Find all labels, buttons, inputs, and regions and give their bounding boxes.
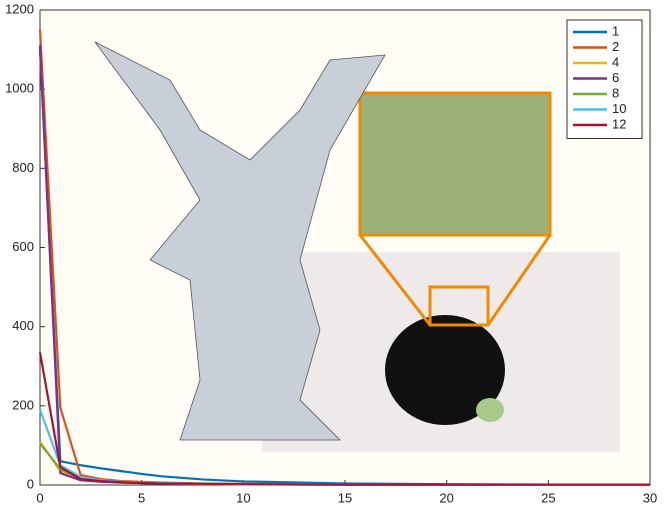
legend-label: 2 (612, 39, 619, 54)
x-tick-label: 0 (36, 490, 43, 505)
y-tick-label: 1200 (5, 1, 34, 16)
legend-label: 10 (612, 101, 626, 116)
legend-label: 4 (612, 54, 619, 69)
mesh-highlight (476, 398, 504, 422)
y-tick-label: 200 (12, 397, 34, 412)
y-tick-label: 0 (27, 476, 34, 491)
y-tick-label: 600 (12, 239, 34, 254)
legend-label: 6 (612, 70, 619, 85)
statue-image (94, 41, 386, 441)
x-tick-label: 20 (439, 490, 453, 505)
mesh-object (385, 315, 505, 425)
zoom-box (428, 285, 490, 327)
x-tick-label: 5 (138, 490, 145, 505)
legend-label: 12 (612, 116, 626, 131)
y-tick-label: 400 (12, 318, 34, 333)
zoom-line (358, 234, 432, 326)
series-line (38, 352, 650, 486)
legend-label: 1 (612, 23, 619, 38)
x-tick-label: 30 (643, 490, 657, 505)
legend-label: 8 (612, 85, 619, 100)
y-tick-label: 1000 (5, 81, 34, 96)
zoom-line (486, 234, 552, 326)
x-tick-label: 25 (541, 490, 555, 505)
x-tick-label: 15 (338, 490, 352, 505)
x-tick-label: 10 (236, 490, 250, 505)
y-tick-label: 800 (12, 160, 34, 175)
zoom-inset (358, 91, 552, 237)
